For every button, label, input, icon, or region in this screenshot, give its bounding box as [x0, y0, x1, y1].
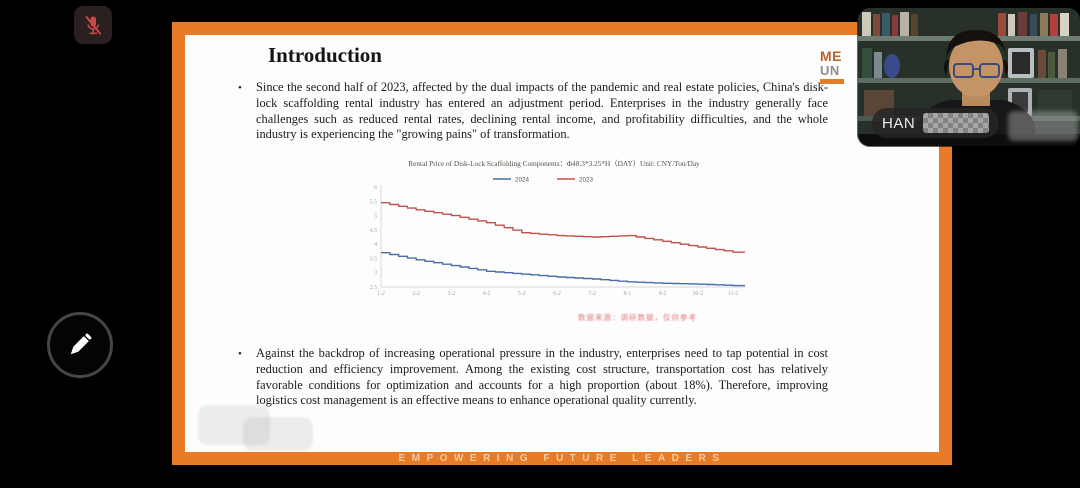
svg-text:4.5: 4.5	[370, 228, 377, 234]
participant-name: HAN	[882, 114, 916, 132]
bullet-text: Against the backdrop of increasing opera…	[256, 346, 828, 408]
svg-text:4-2: 4-2	[483, 291, 491, 297]
slide-footer-banner: EMPOWERING FUTURE LEADERS	[398, 453, 726, 464]
logo-line-1: ME	[820, 48, 842, 64]
svg-text:Rental Price of Disk-Lock Scaf: Rental Price of Disk-Lock Scaffolding Co…	[408, 159, 700, 168]
university-logo: ME UN	[820, 49, 844, 84]
svg-text:9-2: 9-2	[659, 291, 667, 297]
svg-text:3-2: 3-2	[448, 291, 456, 297]
chart-svg: Rental Price of Disk-Lock Scaffolding Co…	[370, 159, 745, 297]
svg-text:2-2: 2-2	[412, 291, 420, 297]
svg-text:6: 6	[374, 185, 377, 191]
participant-name-tag: HAN	[872, 108, 1000, 138]
shared-slide: Introduction • Since the second half of …	[172, 22, 952, 465]
svg-text:6-2: 6-2	[553, 291, 561, 297]
svg-text:4: 4	[374, 242, 377, 248]
name-privacy-blur	[923, 113, 990, 133]
logo-line-2: UN	[820, 63, 840, 78]
svg-text:5.5: 5.5	[370, 199, 377, 205]
slide-title: Introduction	[268, 43, 382, 67]
slide-bullet-2: • Against the backdrop of increasing ope…	[238, 346, 828, 409]
mute-microphone-button[interactable]	[74, 6, 112, 44]
svg-text:10-2: 10-2	[692, 291, 703, 297]
bullet-dot: •	[238, 348, 242, 360]
blurred-watermark	[243, 417, 313, 451]
svg-text:2.5: 2.5	[370, 285, 377, 291]
bullet-dot: •	[238, 82, 242, 94]
video-privacy-blur	[1008, 111, 1078, 141]
svg-text:5: 5	[374, 214, 377, 220]
logo-bar	[820, 79, 844, 84]
chart-source-note: 数据来源：调研数据，仅供参考	[578, 313, 697, 322]
svg-text:2024: 2024	[515, 177, 530, 184]
pencil-icon	[70, 333, 92, 355]
svg-text:11-2: 11-2	[728, 291, 739, 297]
blurred-watermark	[198, 405, 270, 445]
svg-text:8-1: 8-1	[624, 291, 632, 297]
svg-text:2023: 2023	[579, 177, 594, 184]
microphone-muted-icon	[85, 16, 101, 35]
svg-text:3.5: 3.5	[370, 256, 377, 262]
svg-text:7-2: 7-2	[588, 291, 596, 297]
slide-bullet-1: • Since the second half of 2023, affecte…	[238, 80, 828, 143]
annotate-pencil-button[interactable]	[47, 312, 113, 378]
svg-text:3: 3	[374, 271, 377, 277]
bullet-text: Since the second half of 2023, affected …	[256, 80, 828, 142]
svg-text:5-2: 5-2	[518, 291, 526, 297]
svg-text:1-2: 1-2	[377, 291, 385, 297]
webcam-video-tile[interactable]: HAN	[858, 8, 1080, 146]
rental-price-chart: Rental Price of Disk-Lock Scaffolding Co…	[348, 156, 748, 308]
